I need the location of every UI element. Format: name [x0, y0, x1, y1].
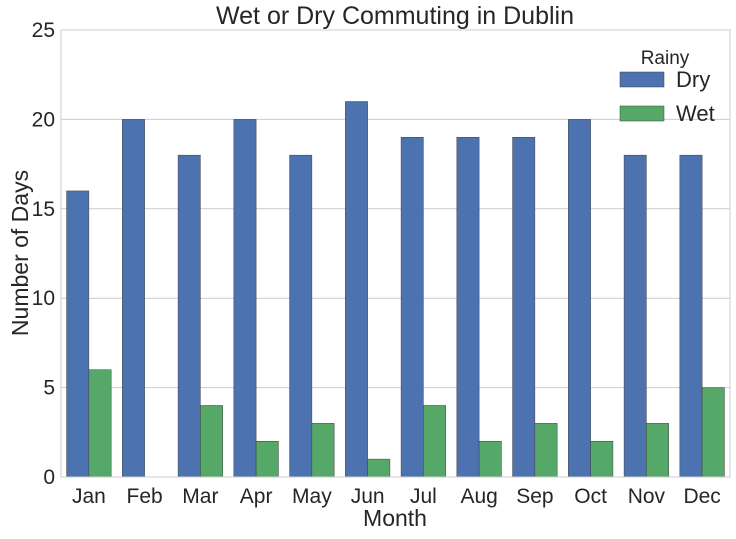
x-tick-label: Nov: [628, 485, 666, 508]
bar-dry-jul: [400, 137, 424, 478]
x-tick-label: Apr: [240, 485, 273, 508]
x-tick-label: Sep: [516, 485, 553, 508]
bar-dry-jun: [345, 101, 368, 478]
bar-wet-jul: [423, 405, 446, 478]
y-tick-label: 15: [32, 198, 55, 221]
x-tick-label: Feb: [127, 485, 163, 508]
y-tick-labels: 0 5 10 15 20 25: [32, 19, 55, 489]
legend-title: Rainy: [641, 48, 690, 69]
y-tick-label: 25: [32, 19, 55, 42]
bar-wet-jan: [88, 369, 112, 478]
y-tick-label: 0: [43, 466, 55, 489]
bar-dry-jan: [66, 190, 90, 478]
legend-swatch-wet: [619, 105, 665, 122]
x-tick-label: Jan: [72, 485, 106, 508]
bar-dry-aug: [456, 137, 480, 478]
bar-dry-nov: [623, 154, 647, 478]
plot-frame: [60, 29, 731, 478]
bar-dry-feb: [122, 119, 145, 478]
legend-label-wet: Wet: [676, 101, 715, 126]
y-tick-label: 10: [32, 287, 55, 310]
bar-dry-may: [289, 154, 313, 478]
bar-wet-apr: [255, 440, 279, 478]
x-tick-label: Dec: [683, 485, 720, 508]
x-axis-label: Month: [363, 505, 427, 531]
bar-wet-jun: [367, 458, 391, 478]
bar-wet-dec: [701, 387, 725, 478]
x-tick-label: Jul: [410, 485, 437, 508]
x-tick-label: Aug: [460, 485, 497, 508]
bar-dry-oct: [568, 119, 591, 478]
x-tick-label: Jun: [351, 485, 385, 508]
x-tick-labels: Jan Feb Mar Apr May Jun Jul Aug Sep Oct Nov Dec: [72, 485, 721, 508]
legend: Rainy Dry Wet: [619, 48, 715, 126]
bar-dry-apr: [233, 119, 257, 478]
x-tick-label: Mar: [182, 485, 218, 508]
y-tick-label: 20: [32, 108, 55, 131]
bars: [66, 101, 725, 478]
y-tick-label: 5: [43, 377, 55, 400]
legend-swatch-dry: [619, 71, 665, 88]
bar-wet-sep: [534, 423, 558, 478]
bar-dry-sep: [512, 137, 536, 478]
x-tick-label: May: [292, 485, 332, 508]
bar-wet-aug: [478, 440, 502, 478]
chart-title: Wet or Dry Commuting in Dublin: [216, 2, 574, 30]
y-axis-label: Number of Days: [7, 170, 33, 336]
legend-label-dry: Dry: [676, 67, 710, 92]
bar-dry-mar: [177, 154, 201, 478]
x-tick-label: Oct: [574, 485, 607, 508]
bar-wet-oct: [590, 440, 614, 478]
bar-wet-nov: [646, 423, 669, 478]
bar-wet-may: [311, 423, 335, 478]
bar-dry-dec: [679, 154, 703, 478]
bar-wet-mar: [200, 405, 223, 478]
